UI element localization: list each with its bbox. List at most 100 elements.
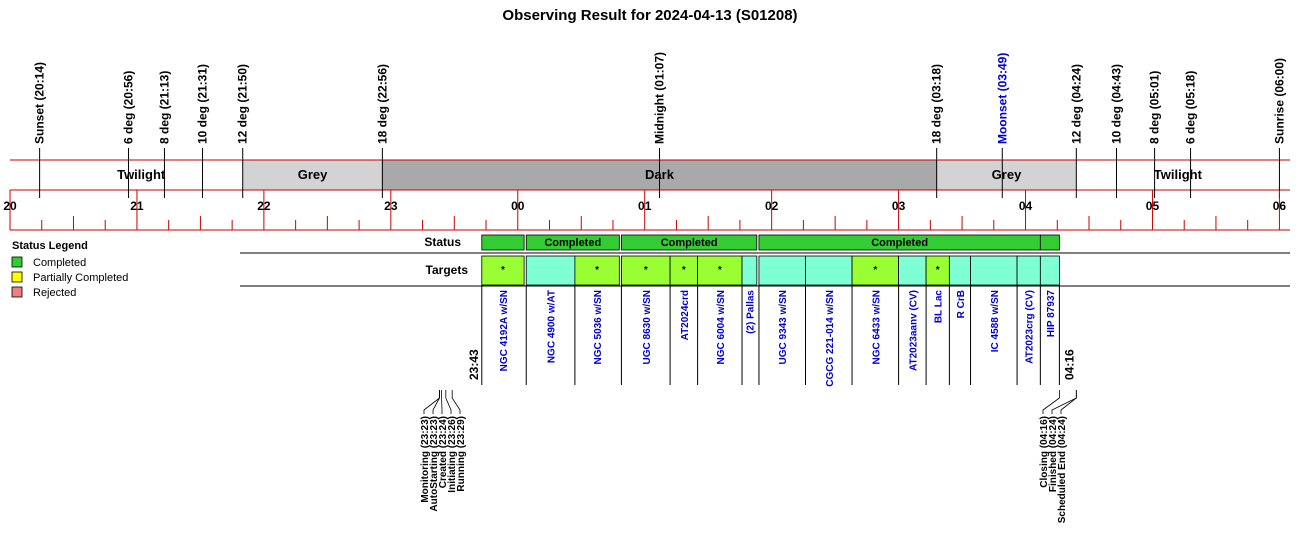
- run-statuses: 23:43 04:16 Monitoring (23:23)AutoStarting…: [420, 349, 1077, 523]
- target-block: [805, 255, 853, 286]
- legend-swatch: [11, 286, 23, 298]
- event-label: 6 deg (05:18): [1184, 71, 1198, 144]
- target-mark: *: [873, 265, 877, 276]
- status-segment-label: Completed: [544, 237, 601, 249]
- target-block: [525, 255, 576, 286]
- status-row-label: Status: [424, 235, 461, 249]
- status-connector: [451, 390, 461, 414]
- event-label: 10 deg (21:31): [196, 64, 210, 144]
- status-segment-label: Completed: [661, 237, 718, 249]
- target-name: AT2024crd: [680, 290, 691, 340]
- target-name: UGC 9343 w/SN: [778, 290, 789, 364]
- event-label: 6 deg (20:56): [121, 71, 135, 144]
- event-label: Sunset (20:14): [33, 62, 47, 144]
- event-label: 12 deg (04:24): [1069, 64, 1083, 144]
- event-label: 8 deg (21:13): [157, 71, 171, 144]
- event-label: 18 deg (03:18): [930, 64, 944, 144]
- run-status-label: Closing (04:16): [1039, 416, 1050, 488]
- event-label: Sunrise (06:00): [1272, 58, 1286, 144]
- target-name: NGC 6004 w/SN: [716, 290, 727, 364]
- band: [1076, 160, 1280, 190]
- target-name: NGC 5036 w/SN: [593, 290, 604, 364]
- hour-tick-label: 22: [257, 199, 271, 213]
- target-block: [669, 255, 699, 286]
- legend-title: Status Legend: [12, 240, 88, 252]
- target-name: CGCG 221-014 w/SN: [825, 290, 836, 387]
- run-status-label: AutoStarting (23:23): [429, 416, 440, 512]
- legend-label: Rejected: [33, 287, 76, 299]
- target-block: [574, 255, 620, 286]
- event-label: 12 deg (21:50): [236, 64, 250, 144]
- run-status-label: Running (23:29): [456, 416, 467, 492]
- target-name: NGC 4900 w/AT: [547, 290, 558, 363]
- hour-axis: 20 21 22 23 00 01 02 03 04 05 06: [3, 190, 1290, 231]
- hour-tick-label: 06: [1273, 199, 1287, 213]
- event-label: 18 deg (22:56): [375, 64, 389, 144]
- targets-row-label: Targets: [426, 263, 469, 277]
- event-markers: Sunset (20:14) 6 deg (20:56) 8 deg (21:13)…: [33, 52, 1286, 160]
- hour-tick-label: 01: [638, 199, 652, 213]
- target-block: [970, 255, 1018, 286]
- target-name: R CrB: [956, 290, 967, 318]
- status-connector: [1042, 390, 1060, 414]
- target-block: [481, 255, 525, 286]
- status-connector: [1051, 390, 1077, 414]
- legend-swatch: [11, 271, 23, 283]
- target-block: [1016, 255, 1041, 286]
- target-block: [697, 255, 743, 286]
- event-label: 10 deg (04:43): [1110, 64, 1124, 144]
- target-name: HIP 87937: [1046, 290, 1057, 338]
- hour-tick-label: 05: [1146, 199, 1160, 213]
- status-segment: [621, 234, 758, 251]
- target-mark: *: [718, 265, 722, 276]
- status-segment: [1039, 234, 1060, 251]
- start-time-label: 23:43: [467, 349, 481, 380]
- event-label: 8 deg (05:01): [1148, 71, 1162, 144]
- band-label: Twilight: [117, 167, 166, 182]
- run-status-label: Monitoring (23:23): [420, 416, 431, 503]
- band: [39, 160, 243, 190]
- legend-swatch: [11, 256, 23, 268]
- target-block: [898, 255, 927, 286]
- target-mark: *: [936, 265, 940, 276]
- target-names: NGC 4192A w/SN NGC 4900 w/AT NGC 5036 w/SN…: [481, 285, 1060, 387]
- target-name: (2) Pallas: [745, 290, 756, 334]
- hour-tick-label: 02: [765, 199, 779, 213]
- hour-tick-label: 04: [1019, 199, 1033, 213]
- target-block: [851, 255, 899, 286]
- hour-tick-label: 21: [130, 199, 144, 213]
- status-connector: [432, 390, 440, 414]
- legend-label: Partially Completed: [33, 272, 128, 284]
- target-block: [948, 255, 971, 286]
- band: [10, 160, 40, 190]
- hour-tick-label: 03: [892, 199, 906, 213]
- sky-bands: Twilight Grey Dark Grey Twilight: [10, 159, 1290, 198]
- band-label: Grey: [298, 167, 328, 182]
- hour-tick-label: 23: [384, 199, 398, 213]
- target-name: AT2023aanv (CV): [908, 290, 919, 371]
- run-status-label: Scheduled End (04:24): [1057, 416, 1068, 523]
- run-status-label: Initiating (23:26): [447, 416, 458, 493]
- legend-label: Completed: [33, 257, 86, 269]
- target-block: [741, 255, 758, 286]
- target-name: BL Lac: [934, 290, 945, 324]
- band: [242, 160, 383, 190]
- target-mark: *: [501, 265, 505, 276]
- target-block: [758, 255, 806, 286]
- band: [1279, 160, 1290, 190]
- target-block: [1039, 255, 1060, 286]
- status-target-rows: Status Targets Completed Completed Completed…: [240, 234, 1290, 287]
- end-time-label: 04:16: [1062, 349, 1076, 380]
- status-segment: [525, 234, 620, 251]
- status-connector: [1060, 390, 1077, 414]
- hour-tick-label: 20: [3, 199, 17, 213]
- event-label: Midnight (01:07): [653, 52, 667, 144]
- status-legend: Status Legend Completed Partially Complete…: [11, 240, 128, 299]
- hour-tick-label: 00: [511, 199, 525, 213]
- chart-title: Observing Result for 2024-04-13 (S01208): [502, 7, 797, 24]
- run-status-label: Created (23:24): [438, 416, 449, 488]
- target-name: IC 4588 w/SN: [990, 290, 1001, 352]
- band-label: Twilight: [1154, 167, 1203, 182]
- target-mark: *: [644, 265, 648, 276]
